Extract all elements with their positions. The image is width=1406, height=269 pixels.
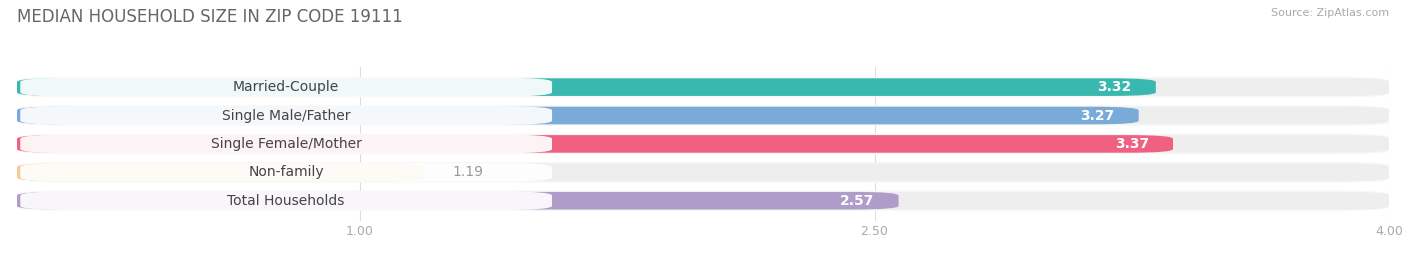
FancyBboxPatch shape xyxy=(20,163,553,182)
FancyBboxPatch shape xyxy=(17,134,1389,154)
Text: Source: ZipAtlas.com: Source: ZipAtlas.com xyxy=(1271,8,1389,18)
FancyBboxPatch shape xyxy=(17,135,1389,153)
FancyBboxPatch shape xyxy=(17,78,1389,96)
FancyBboxPatch shape xyxy=(17,164,1389,181)
FancyBboxPatch shape xyxy=(17,105,1389,126)
Text: Single Male/Father: Single Male/Father xyxy=(222,108,350,122)
FancyBboxPatch shape xyxy=(17,190,1389,211)
FancyBboxPatch shape xyxy=(20,191,553,210)
FancyBboxPatch shape xyxy=(17,162,1389,183)
FancyBboxPatch shape xyxy=(20,134,553,153)
FancyBboxPatch shape xyxy=(17,107,1389,124)
FancyBboxPatch shape xyxy=(20,106,553,125)
Text: Married-Couple: Married-Couple xyxy=(233,80,339,94)
FancyBboxPatch shape xyxy=(20,78,553,97)
Text: 2.57: 2.57 xyxy=(841,194,875,208)
Text: MEDIAN HOUSEHOLD SIZE IN ZIP CODE 19111: MEDIAN HOUSEHOLD SIZE IN ZIP CODE 19111 xyxy=(17,8,402,26)
Text: Non-family: Non-family xyxy=(249,165,323,179)
FancyBboxPatch shape xyxy=(17,78,1156,96)
FancyBboxPatch shape xyxy=(17,164,425,181)
FancyBboxPatch shape xyxy=(17,135,1173,153)
FancyBboxPatch shape xyxy=(17,192,1389,210)
Text: Total Households: Total Households xyxy=(228,194,344,208)
Text: 3.27: 3.27 xyxy=(1080,108,1115,122)
Text: Single Female/Mother: Single Female/Mother xyxy=(211,137,361,151)
Text: 1.19: 1.19 xyxy=(453,165,484,179)
FancyBboxPatch shape xyxy=(17,107,1139,124)
FancyBboxPatch shape xyxy=(17,77,1389,97)
Text: 3.37: 3.37 xyxy=(1115,137,1149,151)
FancyBboxPatch shape xyxy=(17,192,898,210)
Text: 3.32: 3.32 xyxy=(1098,80,1132,94)
